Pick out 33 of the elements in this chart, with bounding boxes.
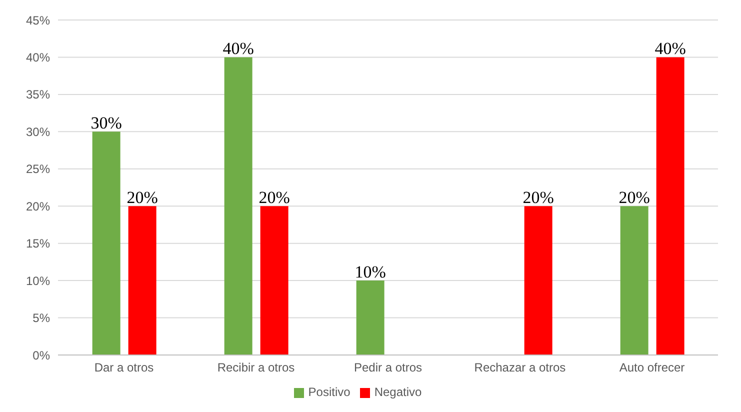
bar xyxy=(356,280,384,355)
bar xyxy=(260,206,288,355)
legend-label: Negativo xyxy=(374,385,422,399)
y-tick-label: 20% xyxy=(26,199,50,214)
y-tick-label: 15% xyxy=(26,236,50,251)
data-label: 20% xyxy=(126,188,158,208)
data-label: 20% xyxy=(522,188,554,208)
data-label: 40% xyxy=(222,39,254,58)
x-tick-label: Recibir a otros xyxy=(217,360,295,375)
legend-label: Positivo xyxy=(308,385,350,399)
bar xyxy=(620,206,648,355)
bar xyxy=(92,132,120,355)
y-tick-label: 35% xyxy=(26,88,50,102)
x-tick-label: Pedir a otros xyxy=(354,360,422,375)
y-tick-label: 30% xyxy=(26,124,50,139)
x-tick-label: Rechazar a otros xyxy=(474,360,566,375)
data-label: 20% xyxy=(618,188,650,208)
bar xyxy=(128,206,156,355)
bar xyxy=(524,206,552,355)
bar xyxy=(224,57,252,355)
bar xyxy=(656,57,684,355)
y-tick-label: 10% xyxy=(26,274,50,288)
data-label: 20% xyxy=(258,188,290,208)
y-tick-label: 45% xyxy=(26,13,50,28)
data-label: 30% xyxy=(90,114,122,133)
x-tick-label: Auto ofrecer xyxy=(619,360,685,375)
data-label: 40% xyxy=(654,39,686,58)
y-tick-label: 0% xyxy=(32,348,50,362)
data-label: 10% xyxy=(354,262,386,282)
y-tick-label: 40% xyxy=(26,50,50,64)
y-tick-label: 25% xyxy=(26,162,50,176)
y-tick-label: 5% xyxy=(32,311,50,326)
x-tick-label: Dar a otros xyxy=(94,360,154,375)
